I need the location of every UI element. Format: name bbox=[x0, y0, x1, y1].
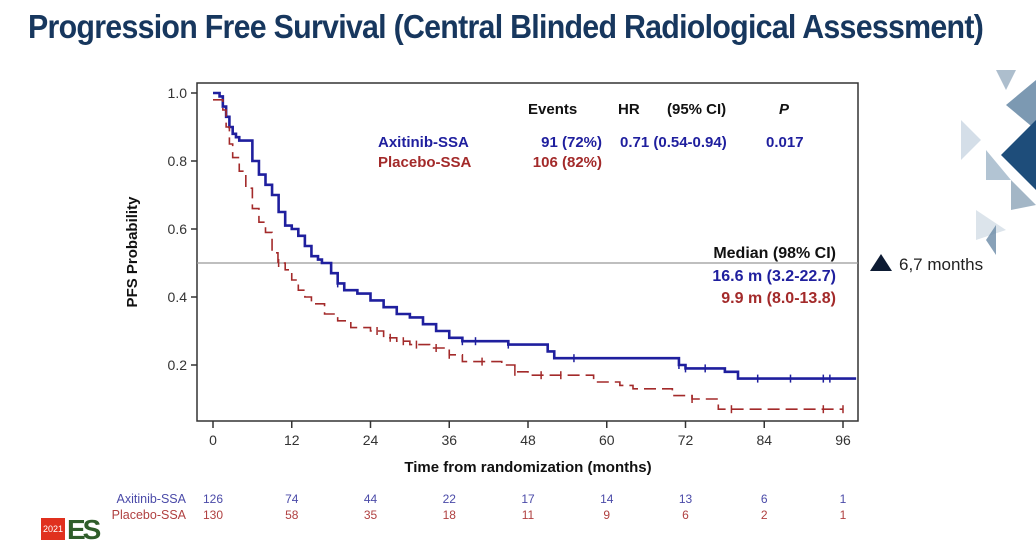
stats-hr-ci: 0.71 (0.54-0.94) bbox=[620, 134, 727, 151]
x-tick-label: 48 bbox=[520, 432, 536, 448]
risk-table-value: 74 bbox=[285, 492, 299, 506]
x-tick-label: 12 bbox=[284, 432, 300, 448]
deco-triangle bbox=[961, 120, 981, 160]
legend-label: Axitinib-SSA bbox=[378, 134, 469, 151]
x-tick-label: 24 bbox=[363, 432, 379, 448]
deco-triangle bbox=[976, 210, 1006, 240]
km-curve-placebo-ssa bbox=[213, 99, 843, 410]
y-tick-label: 1.0 bbox=[168, 85, 188, 101]
stats-header-p: P bbox=[779, 101, 790, 118]
stats-header-events: Events bbox=[528, 101, 577, 118]
stats-events: 91 (72%) bbox=[541, 134, 602, 151]
y-axis-label: PFS Probability bbox=[124, 196, 141, 308]
risk-table-value: 11 bbox=[522, 508, 535, 522]
y-tick-label: 0.2 bbox=[168, 357, 188, 373]
stats-events: 106 (82%) bbox=[533, 154, 602, 171]
risk-table-value: 18 bbox=[443, 508, 457, 522]
risk-table-value: 13 bbox=[679, 492, 693, 506]
logo-year: 2021 bbox=[41, 518, 65, 540]
km-curve-axitinib-ssa bbox=[213, 91, 857, 380]
y-tick-label: 0.6 bbox=[168, 221, 188, 237]
x-tick-label: 96 bbox=[835, 432, 851, 448]
esmo-logo: 2021 ES bbox=[41, 514, 131, 545]
stats-header-hr: HR bbox=[618, 101, 640, 118]
median-header: Median (98% CI) bbox=[713, 245, 836, 262]
logo-text: ES bbox=[67, 514, 101, 545]
risk-table-value: 44 bbox=[364, 492, 378, 506]
risk-table-value: 1 bbox=[840, 492, 847, 506]
median-value: 16.6 m (3.2-22.7) bbox=[712, 268, 836, 285]
risk-table-label: Axitinib-SSA bbox=[117, 492, 187, 506]
x-tick-label: 60 bbox=[599, 432, 615, 448]
annotation-label: 6,7 months bbox=[899, 255, 983, 274]
risk-table-value: 35 bbox=[364, 508, 378, 522]
risk-table-value: 130 bbox=[203, 508, 223, 522]
median-value: 9.9 m (8.0-13.8) bbox=[721, 290, 836, 307]
deco-triangle bbox=[986, 225, 996, 255]
decorative-triangles bbox=[961, 70, 1036, 255]
risk-table-value: 6 bbox=[682, 508, 689, 522]
risk-table-value: 126 bbox=[203, 492, 223, 506]
stats-p-value: 0.017 bbox=[766, 134, 804, 151]
y-tick-label: 0.4 bbox=[168, 289, 188, 305]
deco-triangle bbox=[1006, 80, 1036, 130]
risk-table-label: Placebo-SSA bbox=[112, 508, 187, 522]
risk-table-value: 22 bbox=[443, 492, 457, 506]
risk-table-value: 17 bbox=[521, 492, 535, 506]
deco-triangle bbox=[986, 150, 1011, 180]
triangle-icon bbox=[870, 254, 892, 271]
risk-table-value: 9 bbox=[603, 508, 610, 522]
x-tick-label: 72 bbox=[678, 432, 694, 448]
risk-table-value: 58 bbox=[285, 508, 299, 522]
x-tick-label: 84 bbox=[756, 432, 772, 448]
deco-triangle bbox=[1011, 180, 1036, 210]
risk-table-value: 14 bbox=[600, 492, 614, 506]
x-tick-label: 0 bbox=[209, 432, 217, 448]
risk-table-value: 1 bbox=[840, 508, 847, 522]
legend-label: Placebo-SSA bbox=[378, 154, 472, 171]
deco-triangle bbox=[1001, 120, 1036, 190]
x-tick-label: 36 bbox=[441, 432, 457, 448]
deco-triangle bbox=[996, 70, 1016, 90]
risk-table-value: 6 bbox=[761, 492, 768, 506]
risk-table-value: 2 bbox=[761, 508, 768, 522]
y-tick-label: 0.8 bbox=[168, 153, 188, 169]
x-axis-label: Time from randomization (months) bbox=[404, 459, 651, 476]
stats-header-ci: (95% CI) bbox=[667, 101, 726, 118]
slide-title: Progression Free Survival (Central Blind… bbox=[28, 8, 984, 45]
